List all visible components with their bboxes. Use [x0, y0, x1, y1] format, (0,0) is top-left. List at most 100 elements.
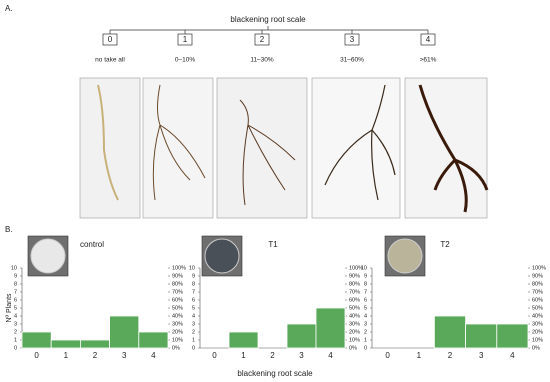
y2-tick-label: 10% — [172, 337, 183, 343]
y-tick-label: 7 — [192, 289, 195, 295]
y-tick-label: 8 — [192, 281, 195, 287]
y2-tick-label: 80% — [532, 281, 543, 287]
y2-tick-label: 60% — [172, 297, 183, 303]
y-tick-label: 4 — [192, 313, 195, 319]
scale-title: blackening root scale — [230, 15, 306, 24]
y2-tick-label: 10% — [532, 337, 543, 343]
y-tick-label: 2 — [192, 329, 195, 335]
panel-label: A. — [5, 4, 13, 13]
y-tick-label: 8 — [364, 281, 367, 287]
y2-tick-label: 100% — [349, 265, 363, 271]
scale-box — [420, 33, 436, 46]
y-tick-label: 6 — [364, 297, 367, 303]
bar — [465, 323, 498, 349]
y2-tick-label: 30% — [349, 321, 360, 327]
y-tick-label: 6 — [192, 297, 195, 303]
panel-label: B. — [5, 225, 13, 234]
scale-tree — [109, 26, 429, 34]
y-tick-label: 5 — [364, 305, 367, 311]
y2-tick-label: 50% — [532, 305, 543, 311]
x-tick-label: 0 — [34, 351, 39, 360]
y2-tick-label: 80% — [349, 281, 360, 287]
y-tick-label: 3 — [14, 321, 17, 327]
y-tick-label: 10 — [11, 265, 17, 271]
bar — [50, 339, 81, 349]
y2-tick-label: 40% — [532, 313, 543, 319]
y2-tick-label: 90% — [532, 273, 543, 279]
y-tick-label: 9 — [364, 273, 367, 279]
scale-level: 0 — [108, 35, 113, 44]
y2-tick-label: 100% — [532, 265, 546, 271]
plate-photo — [387, 238, 423, 274]
y2-tick-label: 30% — [532, 321, 543, 327]
scale-box — [177, 33, 193, 46]
scale-label: >61% — [420, 57, 437, 64]
y2-tick-label: 0% — [349, 345, 357, 351]
chart-title: T2 — [440, 240, 450, 249]
y2-tick-label: 40% — [349, 313, 360, 319]
y2-tick-label: 20% — [349, 329, 360, 335]
y2-tick-label: 10% — [349, 337, 360, 343]
y-tick-label: 3 — [192, 321, 195, 327]
bar — [228, 331, 259, 349]
x-tick-label: 0 — [385, 351, 390, 360]
bar — [286, 323, 317, 349]
y2-tick-label: 60% — [532, 297, 543, 303]
scale-box — [254, 33, 270, 46]
y-tick-label: 2 — [364, 329, 367, 335]
y2-tick-label: 90% — [172, 273, 183, 279]
y-tick-label: 1 — [14, 337, 17, 343]
y-tick-label: 8 — [14, 281, 17, 287]
y-tick-label: 1 — [364, 337, 367, 343]
bar — [80, 339, 111, 349]
chart-title: T1 — [268, 240, 278, 249]
x-tick-label: 3 — [479, 351, 484, 360]
scale-label: 11–30% — [250, 57, 274, 64]
scale-label: no take all — [95, 57, 125, 64]
y2-tick-label: 50% — [349, 305, 360, 311]
x-tick-label: 2 — [93, 351, 98, 360]
bar — [138, 331, 169, 349]
y-tick-label: 9 — [192, 273, 195, 279]
y2-tick-label: 60% — [349, 297, 360, 303]
y-tick-label: 4 — [14, 313, 17, 319]
y2-tick-label: 0% — [172, 345, 180, 351]
scale-label: 31–60% — [340, 57, 364, 64]
y2-tick-label: 20% — [532, 329, 543, 335]
y-tick-label: 1 — [192, 337, 195, 343]
scale-level: 4 — [426, 35, 431, 44]
bar — [433, 315, 466, 349]
scale-level: 1 — [183, 35, 188, 44]
scale-box — [102, 33, 118, 46]
y-axis-label: Nº Plants — [6, 293, 13, 323]
y-tick-label: 10 — [189, 265, 195, 271]
y-tick-label: 6 — [14, 297, 17, 303]
plate-photo — [30, 238, 66, 274]
y2-tick-label: 30% — [172, 321, 183, 327]
y-tick-label: 7 — [364, 289, 367, 295]
y2-tick-label: 40% — [172, 313, 183, 319]
y2-tick-label: 90% — [349, 273, 360, 279]
y-tick-label: 9 — [14, 273, 17, 279]
y-tick-label: 3 — [364, 321, 367, 327]
x-tick-label: 4 — [151, 351, 156, 360]
scale-label: 0–10% — [175, 57, 195, 64]
bar — [21, 331, 52, 349]
x-axis-label: blackening root scale — [237, 369, 313, 378]
y2-tick-label: 0% — [532, 345, 540, 351]
bar — [496, 323, 529, 349]
y-tick-label: 2 — [14, 329, 17, 335]
x-tick-label: 4 — [510, 351, 515, 360]
y-tick-label: 5 — [14, 305, 17, 311]
scale-level: 3 — [350, 35, 355, 44]
y-tick-label: 0 — [14, 345, 17, 351]
chart-title: control — [80, 240, 104, 249]
y-tick-label: 5 — [192, 305, 195, 311]
x-tick-label: 2 — [448, 351, 453, 360]
bar — [109, 315, 140, 349]
y-tick-label: 7 — [14, 289, 17, 295]
x-tick-label: 1 — [64, 351, 69, 360]
y-tick-label: 4 — [364, 313, 367, 319]
photos — [79, 77, 489, 219]
